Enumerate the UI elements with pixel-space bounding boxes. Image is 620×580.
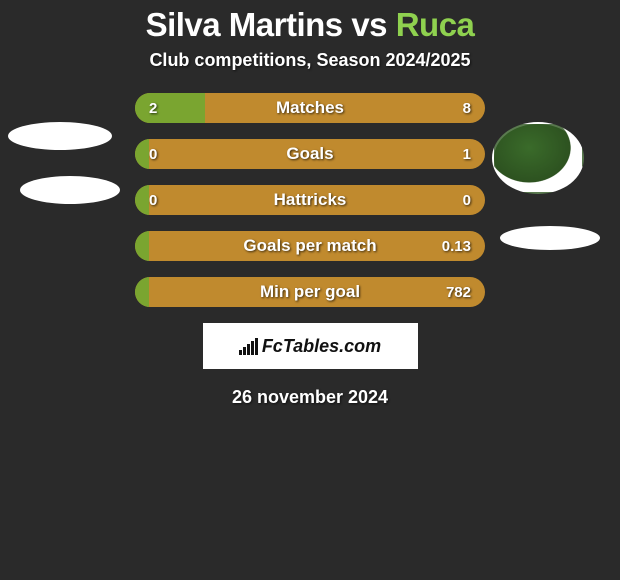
comparison-infographic: Silva Martins vs Ruca Club competitions,… [0,0,620,408]
stat-bars: 2Matches80Goals10Hattricks0Goals per mat… [135,93,485,307]
player2-portrait [492,122,584,194]
title-player2: Ruca [396,6,475,43]
stat-row-3-v2: 0.13 [428,231,485,261]
stat-row-4-v2: 782 [432,277,485,307]
stat-row-1: 0Goals1 [135,139,485,169]
stat-row-3: Goals per match0.13 [135,231,485,261]
logo-box: FcTables.com [203,323,418,369]
stat-row-4: Min per goal782 [135,277,485,307]
stat-row-1-v2: 1 [449,139,485,169]
stat-row-0-v2: 8 [449,93,485,123]
left-ellipse-1 [8,122,112,150]
date: 26 november 2024 [0,387,620,408]
left-ellipse-2 [20,176,120,204]
logo-text: FcTables.com [262,336,381,357]
stat-row-2-label: Hattricks [135,185,485,215]
stat-row-2: 0Hattricks0 [135,185,485,215]
stat-row-1-label: Goals [135,139,485,169]
title-player1: Silva Martins [146,6,343,43]
title: Silva Martins vs Ruca [0,6,620,44]
right-ellipse [500,226,600,250]
stat-row-0: 2Matches8 [135,93,485,123]
chart-icon [239,337,258,355]
subtitle: Club competitions, Season 2024/2025 [0,50,620,71]
stat-row-0-label: Matches [135,93,485,123]
comparison-area: 2Matches80Goals10Hattricks0Goals per mat… [0,93,620,307]
title-vs: vs [351,6,387,43]
stat-row-2-v2: 0 [449,185,485,215]
